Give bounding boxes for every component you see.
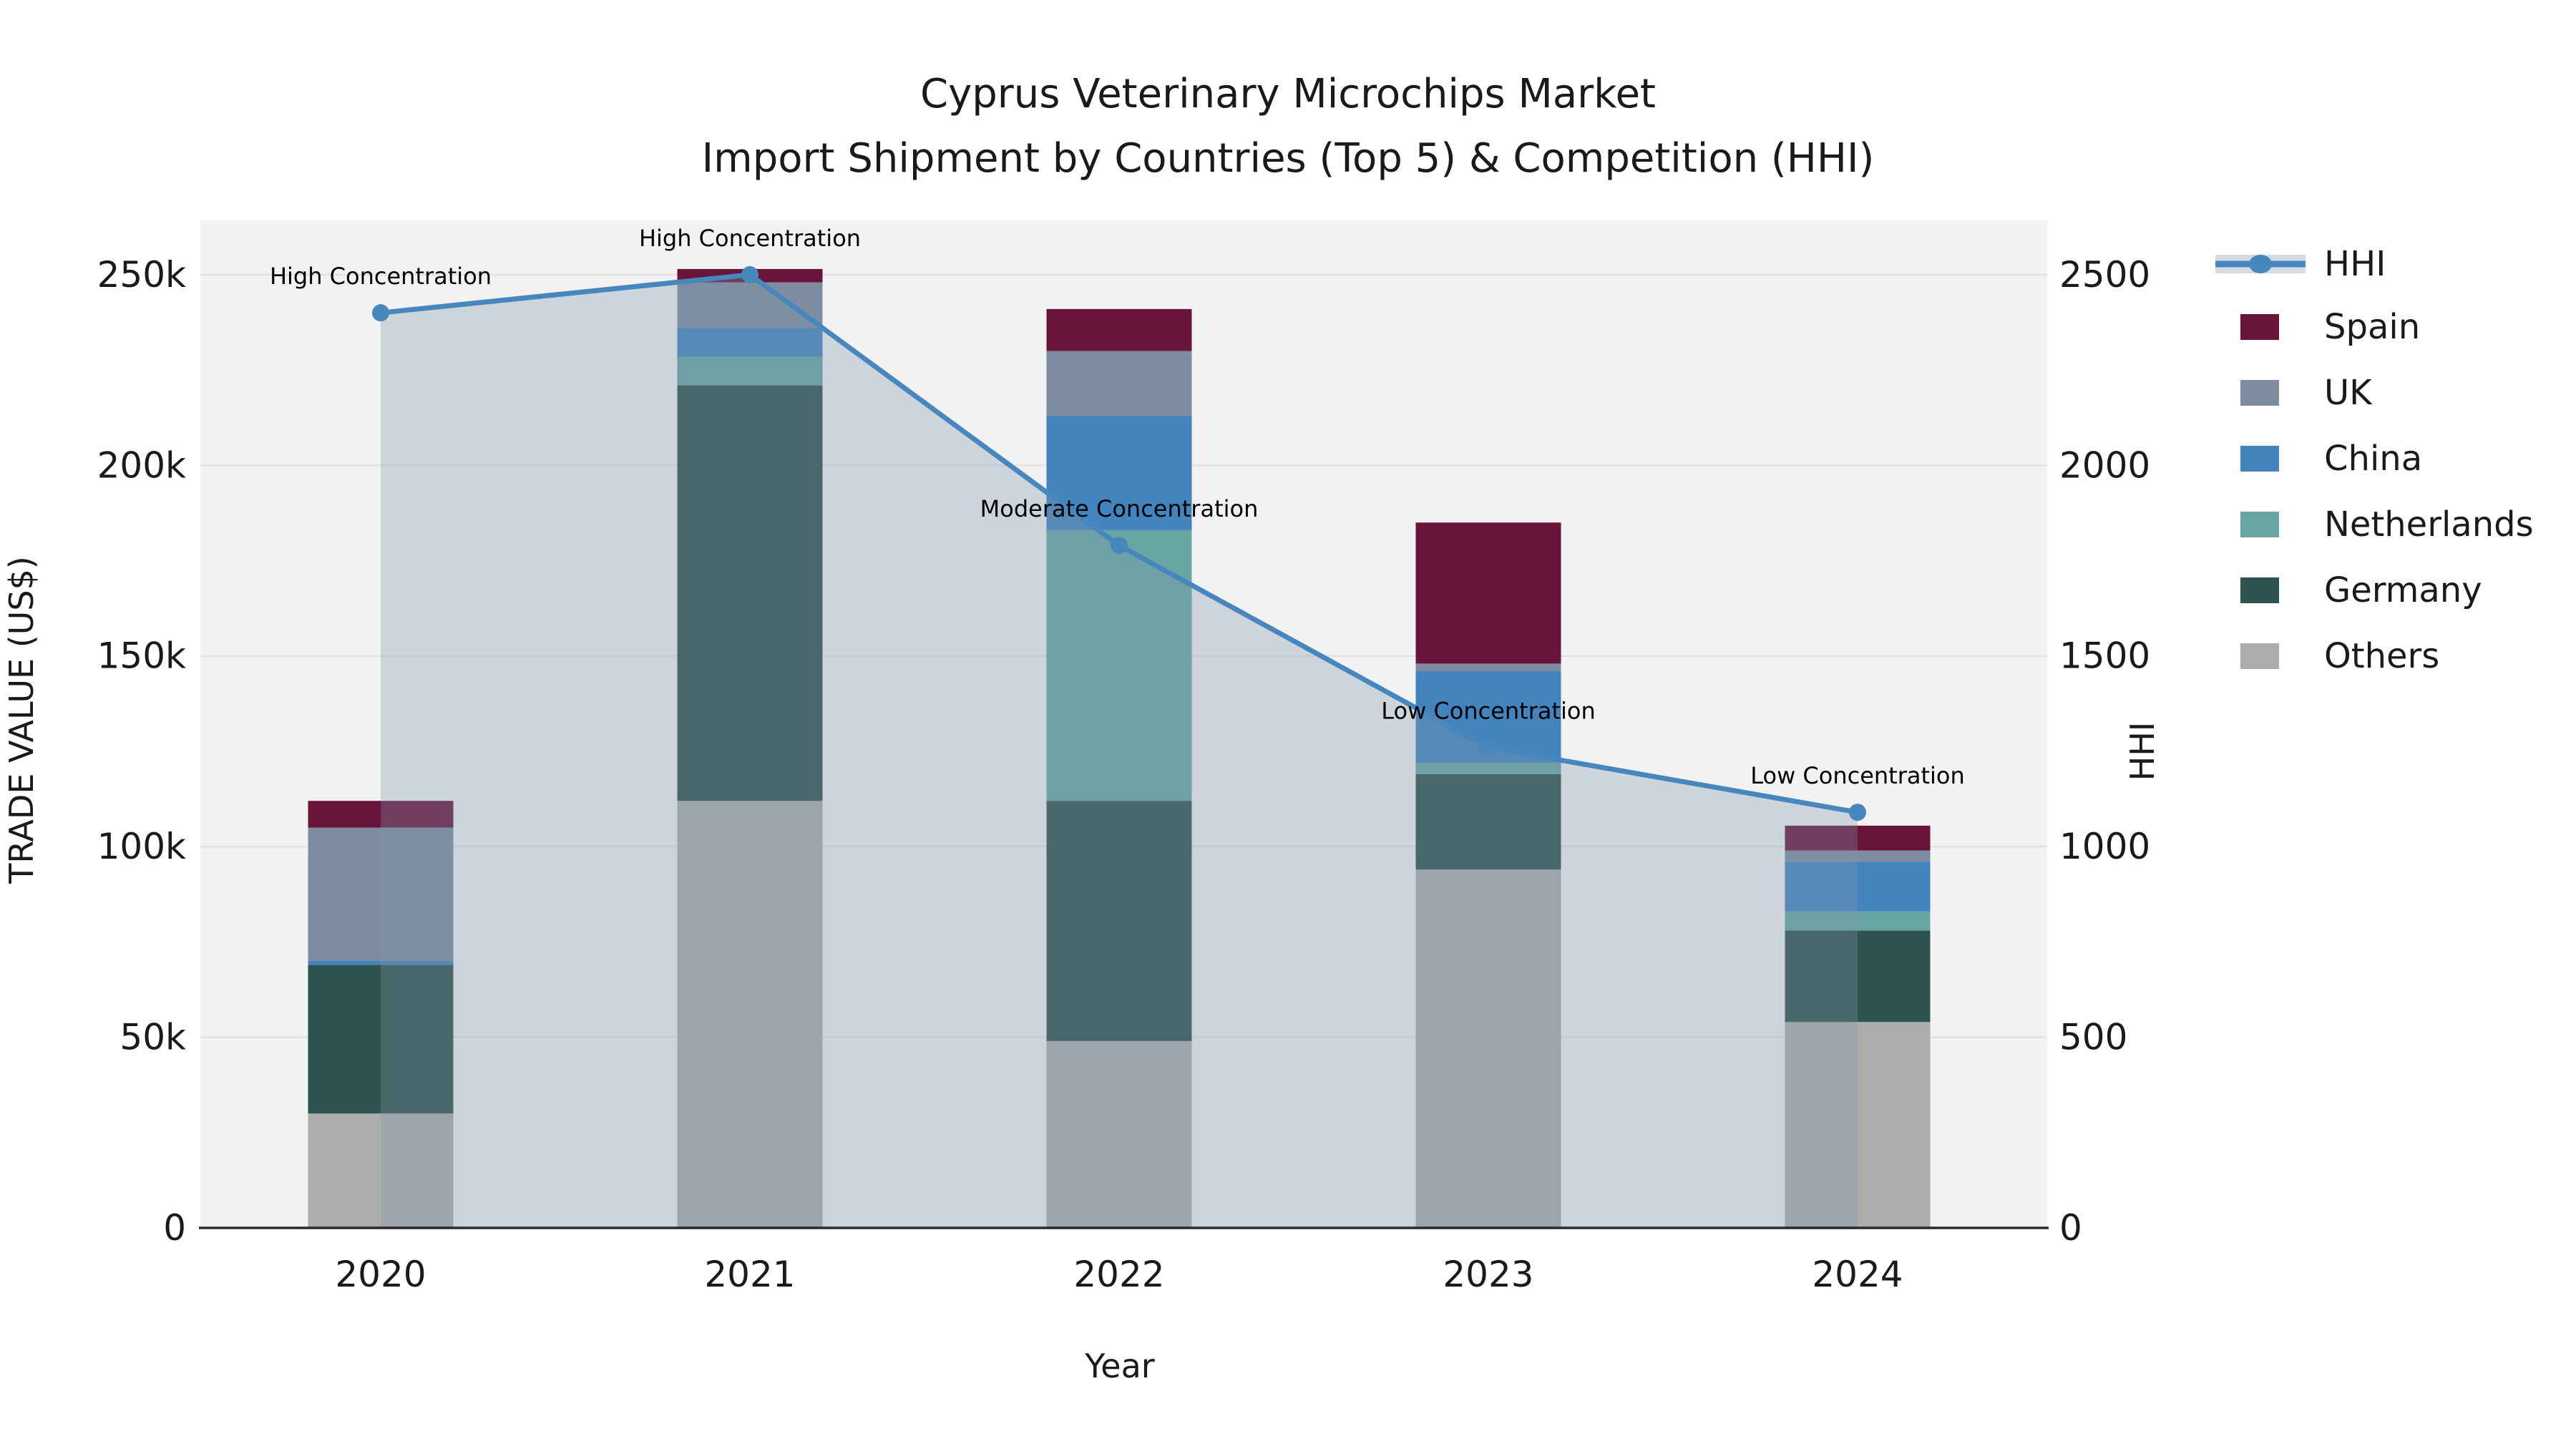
bar-segment-2021-netherlands — [677, 356, 823, 386]
hhi-area — [381, 274, 1858, 1228]
legend-label-germany: Germany — [2324, 570, 2482, 610]
x-axis-title: Year — [1084, 1347, 1154, 1385]
hhi-marker-2022 — [1111, 537, 1128, 555]
y-right-tick-1000: 1000 — [2059, 826, 2150, 867]
x-tick-2022: 2022 — [1073, 1254, 1164, 1295]
legend-item-uk: UK — [2240, 373, 2373, 413]
hhi-marker-2024 — [1849, 804, 1866, 821]
legend: HHI Spain UK China Netherlands Germany O… — [2215, 244, 2534, 676]
y-left-tick-250k: 250k — [97, 254, 186, 296]
legend-label-others: Others — [2324, 636, 2439, 676]
y-right-tick-0: 0 — [2059, 1207, 2082, 1249]
legend-label-hhi: HHI — [2324, 244, 2386, 284]
annotation-2022: Moderate Concentration — [980, 495, 1259, 522]
bar-segment-2020-uk — [308, 827, 454, 962]
chart-title-line2: Import Shipment by Countries (Top 5) & C… — [702, 135, 1875, 182]
hhi-marker-swatch — [2249, 255, 2272, 273]
x-tick-2020: 2020 — [335, 1254, 426, 1295]
y-left-tick-200k: 200k — [97, 444, 186, 486]
y-left-tick-150k: 150k — [97, 635, 186, 677]
annotation-2024: Low Concentration — [1750, 762, 1965, 789]
tick-labels-layer: 0 50k 100k 150k 200k 250k 0 500 1000 1500 2000 2500… — [97, 254, 2151, 1295]
bar-segment-2021-china — [677, 328, 823, 357]
y-right-tick-2000: 2000 — [2059, 444, 2150, 486]
bar-segment-2024-germany — [1785, 930, 1931, 1023]
legend-label-netherlands: Netherlands — [2324, 504, 2534, 545]
y-right-tick-1500: 1500 — [2059, 635, 2150, 677]
legend-item-spain: Spain — [2240, 307, 2420, 347]
hhi-marker-2021 — [741, 265, 758, 283]
bar-segment-2023-spain — [1415, 522, 1561, 664]
x-tick-2021: 2021 — [704, 1254, 795, 1295]
others-swatch — [2240, 643, 2279, 669]
legend-item-germany: Germany — [2240, 570, 2482, 610]
bar-segment-2022-spain — [1046, 308, 1192, 351]
bar-segment-2020-spain — [308, 801, 454, 828]
y-left-tick-50k: 50k — [119, 1017, 186, 1058]
bar-segment-2022-uk — [1046, 351, 1192, 416]
bar-segment-2022-germany — [1046, 801, 1192, 1041]
hhi-marker-2020 — [372, 304, 389, 322]
bar-segment-2023-germany — [1415, 774, 1561, 870]
bar-segment-2020-china — [308, 961, 454, 965]
stacked-bars-layer — [308, 268, 1931, 1228]
bar-segment-2024-china — [1785, 862, 1931, 912]
y-right-axis-title: HHI — [2123, 722, 2162, 781]
chart-title-line1: Cyprus Veterinary Microchips Market — [920, 71, 1656, 117]
legend-item-others: Others — [2240, 636, 2439, 676]
annotation-2021: High Concentration — [639, 225, 861, 252]
x-tick-2023: 2023 — [1443, 1254, 1533, 1295]
x-tick-2024: 2024 — [1812, 1254, 1903, 1295]
legend-label-china: China — [2324, 439, 2422, 479]
hhi-marker-2023 — [1480, 738, 1497, 756]
legend-item-china: China — [2240, 439, 2422, 479]
bar-segment-2021-others — [677, 801, 823, 1228]
spain-swatch — [2240, 314, 2279, 340]
legend-label-uk: UK — [2324, 373, 2373, 413]
bar-segment-2024-netherlands — [1785, 911, 1931, 931]
bar-segment-2024-uk — [1785, 850, 1931, 862]
bar-segment-2024-spain — [1785, 825, 1931, 851]
annotation-2020: High Concentration — [270, 263, 492, 290]
germany-swatch — [2240, 577, 2279, 603]
hhi-line-layer — [372, 265, 1866, 821]
bar-segment-2022-others — [1046, 1040, 1192, 1228]
bar-segment-2023-netherlands — [1415, 762, 1561, 774]
y-right-tick-2500: 2500 — [2059, 254, 2150, 296]
annotations-layer: High Concentration High Concentration Mode… — [270, 225, 1965, 789]
y-left-tick-100k: 100k — [97, 826, 186, 867]
bar-segment-2023-uk — [1415, 663, 1561, 672]
legend-item-hhi: HHI — [2215, 244, 2386, 284]
uk-swatch — [2240, 380, 2279, 406]
bar-segment-2023-others — [1415, 869, 1561, 1228]
bar-segment-2021-germany — [677, 385, 823, 801]
bar-segment-2020-germany — [308, 965, 454, 1114]
china-swatch — [2240, 446, 2279, 472]
bar-segment-2020-others — [308, 1113, 454, 1228]
y-right-tick-500: 500 — [2059, 1017, 2127, 1058]
y-left-axis-title: TRADE VALUE (US$) — [2, 556, 41, 884]
netherlands-swatch — [2240, 512, 2279, 537]
annotation-2023: Low Concentration — [1381, 698, 1596, 725]
y-left-tick-0: 0 — [163, 1207, 186, 1249]
legend-item-netherlands: Netherlands — [2240, 504, 2534, 545]
legend-label-spain: Spain — [2324, 307, 2420, 347]
hhi-area-layer — [381, 274, 1858, 1228]
bar-segment-2021-uk — [677, 282, 823, 328]
bar-segment-2022-netherlands — [1046, 530, 1192, 801]
bar-segment-2024-others — [1785, 1022, 1931, 1228]
